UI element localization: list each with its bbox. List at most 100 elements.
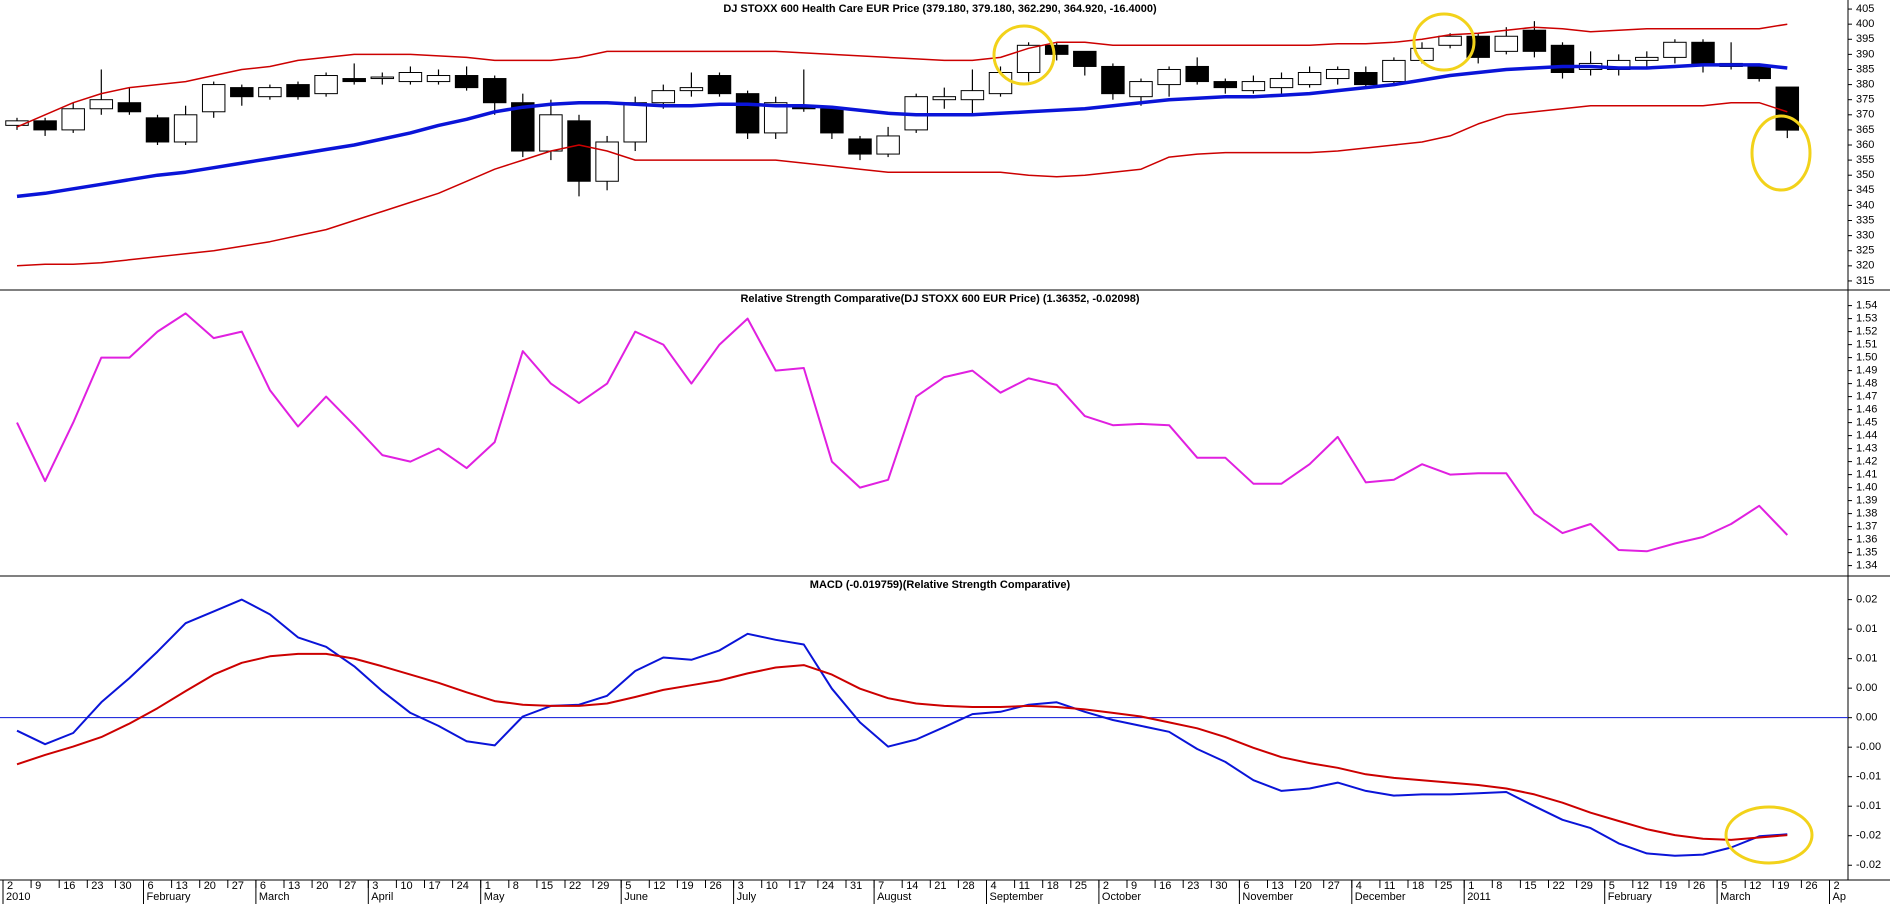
candle-body: [679, 87, 704, 92]
x-tick-label: 1: [485, 880, 491, 892]
x-tick-label: 3: [738, 880, 744, 892]
candle-body: [117, 102, 142, 113]
candle-body: [1494, 35, 1519, 52]
x-tick-label: 24: [457, 880, 469, 892]
candle-body: [1297, 72, 1322, 86]
x-tick-label: 5: [1721, 880, 1727, 892]
candle-body: [314, 75, 338, 95]
candle-body: [1635, 56, 1659, 61]
y-tick-label: 320: [1856, 260, 1874, 272]
candle-body: [1044, 44, 1069, 55]
y-tick-label: 355: [1856, 154, 1874, 166]
x-tick-label: 31: [850, 880, 862, 892]
y-tick-label: 1.44: [1856, 430, 1877, 442]
x-tick-label: 12: [1749, 880, 1761, 892]
month-label: August: [877, 891, 911, 903]
y-tick-label: 335: [1856, 214, 1874, 226]
y-tick-label: 1.42: [1856, 456, 1877, 468]
candle-body: [258, 87, 282, 98]
candle-body: [1522, 29, 1547, 52]
y-tick-label: 1.47: [1856, 391, 1877, 403]
x-tick-label: 23: [91, 880, 103, 892]
x-tick-label: 22: [569, 880, 581, 892]
y-tick-label: 395: [1856, 33, 1874, 45]
candle-body: [1101, 65, 1125, 95]
candle-body: [1213, 81, 1238, 89]
candle-body: [1354, 72, 1378, 86]
x-tick-label: 26: [1805, 880, 1817, 892]
y-tick-label: 1.50: [1856, 352, 1877, 364]
x-tick-label: 21: [934, 880, 946, 892]
y-tick-label: 1.36: [1856, 534, 1877, 546]
candle-body: [370, 76, 395, 80]
x-tick-label: 26: [1693, 880, 1705, 892]
y-tick-label: 340: [1856, 199, 1874, 211]
x-tick-label: 25: [1075, 880, 1087, 892]
candle-body: [595, 141, 619, 182]
y-tick-label: 375: [1856, 94, 1874, 106]
y-tick-label: 1.43: [1856, 443, 1877, 455]
highlight-circle: [992, 24, 1056, 86]
x-tick-label: 19: [681, 880, 693, 892]
candle-body: [1382, 59, 1406, 83]
x-tick-label: 13: [176, 880, 188, 892]
y-tick-label: 345: [1856, 184, 1874, 196]
candle-body: [539, 114, 563, 152]
candle-body: [1073, 50, 1097, 67]
y-tick-label: 1.34: [1856, 560, 1877, 572]
candle-body: [482, 78, 507, 104]
y-tick-label: 1.51: [1856, 339, 1877, 351]
candle-body: [398, 72, 423, 83]
month-label: October: [1102, 891, 1141, 903]
y-tick-label: 390: [1856, 48, 1874, 60]
y-tick-label: 380: [1856, 78, 1874, 90]
y-tick-label: 350: [1856, 169, 1874, 181]
x-tick-label: 4: [991, 880, 997, 892]
y-tick-label: -0.01: [1856, 771, 1881, 783]
candle-body: [763, 102, 788, 134]
x-tick-label: 15: [541, 880, 553, 892]
candle-body: [426, 75, 451, 83]
x-tick-label: 24: [822, 880, 834, 892]
x-tick-label: 13: [1272, 880, 1284, 892]
chart-title: DJ STOXX 600 Health Care EUR Price (379.…: [723, 3, 1157, 15]
x-tick-label: 9: [1131, 880, 1137, 892]
x-tick-label: 7: [878, 880, 884, 892]
x-tick-label: 10: [766, 880, 778, 892]
x-tick-label: 6: [260, 880, 266, 892]
y-tick-label: 1.48: [1856, 378, 1877, 390]
x-tick-label: 29: [597, 880, 609, 892]
highlight-circle: [1750, 114, 1812, 192]
candle-body: [61, 108, 85, 131]
candle-body: [201, 84, 226, 113]
x-tick-label: 6: [1243, 880, 1249, 892]
y-tick-label: 1.40: [1856, 482, 1877, 494]
y-tick-label: 400: [1856, 18, 1874, 30]
x-tick-label: 6: [148, 880, 154, 892]
x-tick-label: 5: [1609, 880, 1615, 892]
month-label: March: [259, 891, 290, 903]
month-label: February: [147, 891, 192, 903]
candle-body: [286, 84, 310, 98]
x-tick-label: 19: [1777, 880, 1789, 892]
highlights: [992, 12, 1814, 865]
y-tick-label: 1.37: [1856, 521, 1877, 533]
y-tick-label: 325: [1856, 245, 1874, 257]
month-label: July: [737, 891, 757, 903]
candle-body: [1747, 65, 1771, 80]
y-tick-label: 0.01: [1856, 623, 1877, 635]
x-tick-label: 15: [1524, 880, 1536, 892]
candle-body: [623, 102, 647, 143]
chart-title: Relative Strength Comparative(DJ STOXX 6…: [740, 293, 1139, 305]
chart-title: MACD (-0.019759)(Relative Strength Compa…: [810, 579, 1071, 591]
candle-body: [848, 138, 872, 155]
candle-body: [89, 99, 114, 110]
x-tick-label: 17: [794, 880, 806, 892]
x-tick-label: 2: [7, 880, 13, 892]
y-tick-label: 330: [1856, 230, 1874, 242]
x-tick-label: 27: [232, 880, 244, 892]
y-tick-label: 385: [1856, 63, 1874, 75]
x-tick-label: 12: [1637, 880, 1649, 892]
y-tick-label: 1.46: [1856, 404, 1877, 416]
